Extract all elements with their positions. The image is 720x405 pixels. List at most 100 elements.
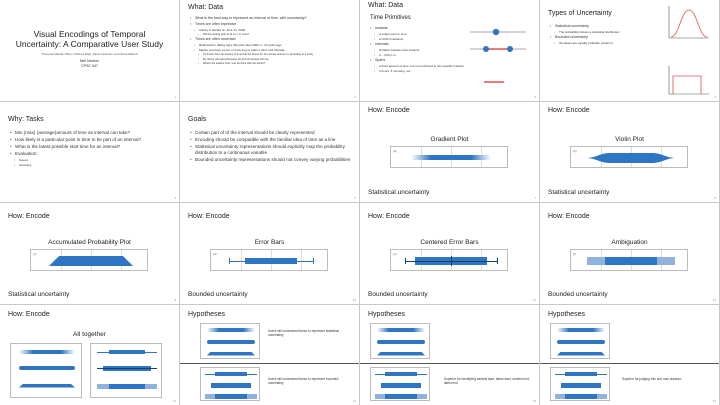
slide-11-centered-error-bars[interactable]: How: Encode Centered Error Bars (e) Boun…: [360, 203, 539, 304]
bullet-item: Certain part of of the interval should b…: [190, 130, 353, 136]
bullet-item: The probability follows a statistical di…: [550, 30, 670, 34]
violin-plot-figure: (b): [570, 145, 688, 168]
bullet-item: Maybe you have a prior on how long a wal…: [190, 48, 353, 52]
slide-title: How: Encode: [368, 106, 410, 114]
bullet-item: Duration between two instants: [370, 48, 465, 52]
slide-3-time-primitives[interactable]: What: Data Time Primitives InstantsA sin…: [360, 0, 539, 101]
accumulated-shape: [49, 256, 133, 266]
plot-name: All together: [73, 330, 106, 338]
bullet-item: Statistical uncertainty: [550, 24, 670, 29]
slide-title: How: Encode: [188, 213, 230, 220]
page-number: 13: [172, 399, 176, 403]
page-number: 8: [714, 196, 716, 200]
figure-tag: (d): [213, 252, 217, 256]
slide-title: Goals: [188, 115, 207, 123]
page-number: 2: [354, 94, 356, 99]
divider: [360, 362, 539, 364]
plot-name: Ambiguation: [611, 239, 648, 246]
uncertainty-type: Bounded uncertainty: [548, 290, 608, 298]
page-number: 4: [714, 94, 716, 99]
slide-subtitle: Time Primitives: [370, 15, 411, 21]
bullet-item: My doctor will spend between 10 and 20 m…: [190, 58, 353, 62]
slide-title: Hypotheses: [548, 310, 585, 318]
slide-16-hypotheses[interactable]: Hypotheses Superior for judging min and …: [540, 304, 719, 405]
all-figure-right: [90, 342, 162, 398]
slide-title: How: Encode: [368, 213, 410, 220]
page-number: 14: [352, 399, 356, 403]
slide-title: Why: Tasks: [8, 115, 44, 123]
statistical-encodings-figure: [200, 322, 260, 359]
slide-4-types-of-uncertainty[interactable]: Types of Uncertainty Statistical uncerta…: [540, 0, 719, 101]
bullet-item: Statistical uncertainty representations …: [190, 144, 353, 156]
bullet-list: What is the best way to represent an int…: [190, 16, 353, 67]
error-bars-figure: (d): [210, 249, 328, 271]
gradient-plot-figure: (a): [390, 145, 508, 168]
statistical-encodings-figure: [550, 322, 610, 359]
bullet-item: Did this activity start at 11 a.m. or no…: [190, 33, 353, 37]
slide-14-hypotheses[interactable]: Hypotheses Users will understand these t…: [180, 304, 359, 405]
slide-title: What: Data: [368, 2, 404, 9]
bullet-item: Bounded uncertainty representations shou…: [190, 157, 353, 163]
slide-8-violin-plot[interactable]: How: Encode Violin Plot (b) Statistical …: [540, 101, 719, 202]
slide-title: Hypotheses: [188, 310, 225, 318]
certain-bar: [245, 258, 297, 264]
slide-10-error-bars[interactable]: How: Encode Error Bars (d) Bounded uncer…: [180, 203, 359, 304]
slide-title: How: Encode: [8, 213, 50, 220]
bullet-item: 3 hours, 5 minutes), etc.: [370, 69, 465, 73]
plot-name: Violin Plot: [615, 135, 644, 143]
instant-marker: [492, 28, 500, 36]
statistical-encodings-figure: [370, 322, 430, 359]
bullet-item: What is the latest possible start time f…: [10, 144, 173, 150]
page-number: 15: [532, 399, 536, 403]
bullet-item: a UNIX timestamp: [370, 37, 465, 41]
slide-9-accumulated-probability-plot[interactable]: How: Encode Accumulated Probability Plot…: [0, 203, 179, 304]
presenter: Neil Newton: [79, 59, 100, 63]
bullet-item: 2 – 3:00 p.m.: [370, 53, 465, 57]
page-number: 9: [174, 297, 176, 302]
bullet-item: Times are often uncertain: [190, 37, 353, 42]
bullet-list: Certain part of of the interval should b…: [190, 130, 353, 165]
figure-tag: (c): [33, 252, 37, 256]
normal-curve: [670, 9, 708, 38]
accumulated-plot-figure: (c): [30, 249, 148, 271]
slide-12-ambiguation[interactable]: How: Encode Ambiguation (f) Bounded unce…: [540, 203, 719, 304]
ambiguation-figure: (f): [570, 249, 688, 271]
plot-name: Centered Error Bars: [420, 239, 479, 246]
centered-error-bars-figure: (e): [390, 249, 508, 271]
slide-7-gradient-plot[interactable]: How: Encode Gradient Plot (a) Statistica…: [360, 101, 539, 202]
bullet-item: A single point in time: [370, 32, 465, 36]
page-number: 6: [354, 196, 356, 200]
page-number: 3: [534, 94, 536, 99]
slide-15-hypotheses[interactable]: Hypotheses Superior for identifying earl…: [360, 304, 539, 405]
slide-5-why-tasks[interactable]: Why: Tasks Min (max) (average)amount of …: [0, 101, 179, 202]
ambiguous-end: [657, 257, 675, 265]
page-number: 7: [534, 196, 536, 200]
bullet-item: Speed: [10, 158, 173, 162]
hypothesis-statistical: Users will understand these to represent…: [268, 328, 340, 337]
bullet-item: Encoding should be compatible with the f…: [190, 137, 353, 143]
bounded-encodings-figure: [200, 366, 260, 401]
violin-shape: [586, 152, 676, 163]
slide-1-title[interactable]: Visual Encodings of Temporal Uncertainty…: [0, 0, 179, 101]
bullet-item: All values are equally probable (uniform…: [550, 41, 670, 45]
certain-bar: [605, 257, 657, 265]
uniform-curve: [672, 75, 702, 94]
slide-title: How: Encode: [548, 213, 590, 220]
bullet-item: Evaluation:: [10, 151, 173, 157]
page-number: 12: [712, 297, 716, 302]
bullet-item: How likely is a particular point in time…: [10, 137, 173, 143]
slide-6-goals[interactable]: Goals Certain part of of the interval sh…: [180, 101, 359, 202]
slide-2-what-data[interactable]: What: Data What is the best way to repre…: [180, 0, 359, 101]
plot-name: Error Bars: [254, 239, 285, 246]
hypothesis-bounded: Users will understand these to represent…: [268, 376, 339, 385]
interval-end: [507, 46, 513, 52]
bullet-item: Accuracy: [10, 163, 173, 167]
figure-tag: (f): [573, 252, 576, 256]
bullet-item: Min (max) (average)amount of time as int…: [10, 130, 173, 136]
slide-13-all-together[interactable]: How: Encode All together 13: [0, 304, 179, 405]
bullet-item: What is the best way to represent an int…: [190, 16, 353, 21]
bullet-item: Radiocarbon dating says this plant died …: [190, 43, 353, 47]
bullet-list: Statistical uncertaintyThe probability f…: [550, 24, 670, 46]
slide-title: How: Encode: [548, 106, 590, 114]
uncertainty-type: Statistical uncertainty: [368, 189, 430, 196]
